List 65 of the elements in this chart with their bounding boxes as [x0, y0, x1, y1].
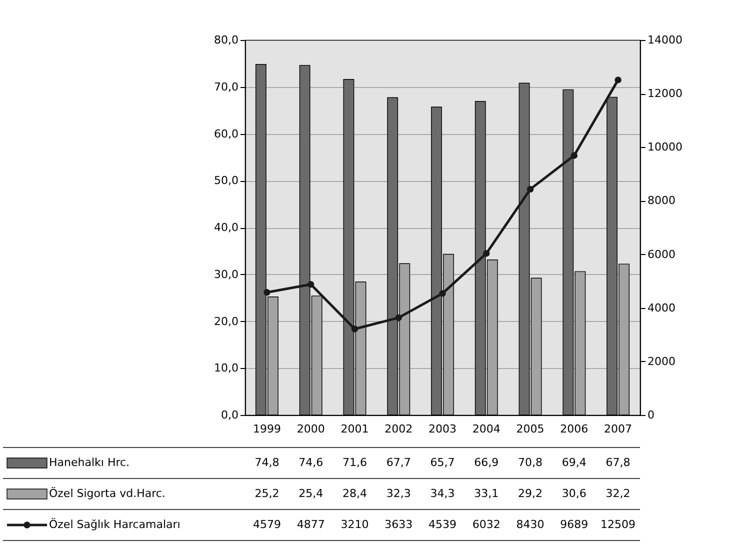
data-label: 34,3	[430, 487, 455, 500]
data-label: 32,3	[386, 487, 411, 500]
y-tick-label: 30,0	[214, 268, 238, 281]
data-label: 8430	[516, 518, 544, 531]
data-label: 3633	[384, 518, 413, 531]
data-label: 4579	[252, 518, 281, 531]
x-tick-label: 2004	[472, 422, 500, 436]
data-label: 30,6	[562, 487, 586, 500]
data-label: 74,8	[254, 456, 280, 469]
data-label: 70,8	[518, 456, 543, 469]
y2-tick-label: 8000	[648, 194, 676, 208]
y-tick-label: 40,0	[214, 221, 238, 234]
x-tick-label: 2002	[384, 422, 413, 436]
point	[614, 76, 622, 84]
data-label: 69,4	[562, 456, 586, 469]
data-label: 4877	[296, 518, 325, 531]
legend-label: Özel Sağlık Harcamaları	[49, 517, 180, 531]
y2-tick-label: 10000	[648, 140, 682, 154]
y2-tick-label: 6000	[648, 248, 676, 261]
data-label: 28,4	[342, 487, 367, 500]
data-label: 71,6	[342, 456, 367, 469]
data-label: 9689	[560, 518, 588, 531]
data-label: 67,8	[606, 456, 630, 469]
y2-tick-label: 12000	[648, 87, 682, 100]
data-label: 65,7	[430, 456, 455, 469]
point	[395, 314, 402, 322]
x-tick-label: 1999	[252, 422, 281, 436]
y-tick-label: 80,0	[214, 34, 238, 46]
x-tick-label: 2000	[296, 422, 325, 436]
y-tick-label: 20,0	[214, 314, 238, 328]
point	[351, 326, 358, 332]
x-tick-label: 2001	[340, 422, 369, 436]
point	[570, 152, 578, 159]
data-label: 3210	[340, 518, 369, 531]
point	[526, 186, 534, 193]
y-tick-label: 10,0	[214, 362, 238, 375]
data-label: 67,7	[386, 456, 411, 469]
data-label: 66,9	[474, 456, 499, 469]
y-tick-label: 70,0	[214, 80, 238, 94]
x-tick-label: 2005	[516, 422, 544, 436]
data-label: 33,1	[474, 487, 499, 500]
x-tick-label: 2007	[604, 422, 632, 436]
y2-tick-label: 0	[648, 408, 654, 422]
x-tick-label: 2003	[428, 422, 456, 436]
legend-label: Hanehalkı Hrc.	[49, 456, 130, 469]
point	[264, 289, 270, 296]
data-label: 12509	[600, 518, 636, 531]
y2-tick-label: 14000	[648, 34, 682, 46]
x-tick-label: 2006	[560, 422, 588, 436]
data-label: 32,2	[606, 487, 630, 500]
y-tick-label: 60,0	[214, 127, 238, 140]
y2-tick-label: 4000	[648, 301, 676, 314]
data-label: 6032	[472, 518, 500, 531]
point	[307, 281, 314, 288]
y2-tick-label: 2000	[648, 354, 676, 368]
legend-label: Özel Sigorta vd.Harc.	[49, 486, 166, 500]
y-tick-label: 50,0	[214, 174, 238, 188]
data-label: 25,4	[298, 487, 324, 500]
point	[483, 250, 490, 257]
data-label: 74,6	[298, 456, 324, 469]
data-label: 25,2	[254, 487, 280, 500]
point	[439, 290, 446, 297]
y-tick-label: 0,0	[221, 408, 238, 422]
data-label: 4539	[428, 518, 456, 531]
data-label: 29,2	[518, 487, 543, 500]
